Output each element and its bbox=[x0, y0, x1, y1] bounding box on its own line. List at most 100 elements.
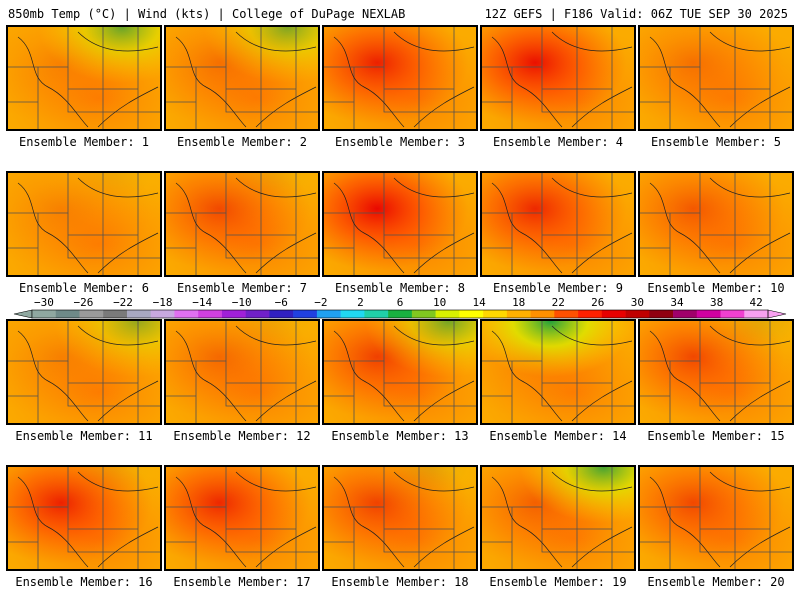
ensemble-map-panel bbox=[638, 465, 794, 571]
colorbar-swatch bbox=[720, 310, 745, 318]
colorbar-swatch bbox=[554, 310, 579, 318]
ensemble-member-label: Ensemble Member: 1 bbox=[18, 135, 150, 149]
colorbar-swatch bbox=[578, 310, 603, 318]
temperature-field-map bbox=[166, 467, 318, 569]
ensemble-member-label: Ensemble Member: 20 bbox=[647, 575, 785, 589]
ensemble-map-panel bbox=[480, 25, 636, 131]
ensemble-map-panel bbox=[6, 171, 162, 277]
colorbar-swatch bbox=[293, 310, 318, 318]
colorbar-swatch bbox=[103, 310, 128, 318]
ensemble-map-panel bbox=[322, 25, 478, 131]
colorbar-swatch bbox=[150, 310, 175, 318]
valid-time: 12Z GEFS | F186 Valid: 06Z TUE SEP 30 20… bbox=[484, 7, 788, 21]
ensemble-map-panel bbox=[6, 465, 162, 571]
ensemble-member-label: Ensemble Member: 16 bbox=[15, 575, 153, 589]
ensemble-member-label: Ensemble Member: 18 bbox=[331, 575, 469, 589]
ensemble-member-label: Ensemble Member: 14 bbox=[489, 429, 627, 443]
colorbar-tick-label: 10 bbox=[433, 296, 446, 309]
temperature-field-map bbox=[8, 321, 160, 423]
colorbar-tick-label: 42 bbox=[749, 296, 762, 309]
colorbar-swatch bbox=[459, 310, 484, 318]
colorbar-tick-label: −18 bbox=[153, 296, 173, 309]
colorbar-swatch bbox=[55, 310, 80, 318]
ensemble-map-panel bbox=[322, 319, 478, 425]
ensemble-map-panel bbox=[638, 25, 794, 131]
temperature-field-map bbox=[482, 321, 634, 423]
map-title: 850mb Temp (°C) | Wind (kts) | College o… bbox=[8, 7, 406, 21]
colorbar-swatch bbox=[696, 310, 721, 318]
colorbar-swatch bbox=[601, 310, 626, 318]
ensemble-map-panel bbox=[164, 171, 320, 277]
ensemble-map-panel bbox=[6, 319, 162, 425]
colorbar-tick-label: −14 bbox=[192, 296, 212, 309]
colorbar-swatch bbox=[269, 310, 294, 318]
colorbar-tick-label: 2 bbox=[357, 296, 364, 309]
ensemble-map-panel bbox=[164, 25, 320, 131]
ensemble-map-panel bbox=[164, 465, 320, 571]
ensemble-map-panel bbox=[480, 465, 636, 571]
colorbar-swatch bbox=[744, 310, 769, 318]
colorbar-tick-label: 18 bbox=[512, 296, 525, 309]
temperature-field-map bbox=[640, 321, 792, 423]
colorbar-tick-label: −30 bbox=[34, 296, 54, 309]
ensemble-map-panel bbox=[638, 171, 794, 277]
ensemble-member-label: Ensemble Member: 10 bbox=[647, 281, 785, 295]
ensemble-member-label: Ensemble Member: 11 bbox=[15, 429, 153, 443]
temperature-field-map bbox=[482, 467, 634, 569]
colorbar-tick-label: 26 bbox=[591, 296, 604, 309]
colorbar-swatch bbox=[435, 310, 460, 318]
temperature-field-map bbox=[482, 173, 634, 275]
ensemble-member-label: Ensemble Member: 19 bbox=[489, 575, 627, 589]
colorbar-swatch bbox=[483, 310, 508, 318]
ensemble-map-panel bbox=[638, 319, 794, 425]
ensemble-member-label: Ensemble Member: 8 bbox=[334, 281, 466, 295]
temperature-field-map bbox=[324, 467, 476, 569]
temperature-field-map bbox=[8, 467, 160, 569]
ensemble-map-panel bbox=[6, 25, 162, 131]
colorbar-swatch bbox=[316, 310, 341, 318]
colorbar-swatch bbox=[126, 310, 152, 318]
colorbar-tick-label: 30 bbox=[631, 296, 644, 309]
colorbar-swatch bbox=[649, 310, 674, 318]
ensemble-member-label: Ensemble Member: 17 bbox=[173, 575, 311, 589]
colorbar-min-arrow bbox=[13, 309, 33, 319]
temperature-field-map bbox=[640, 467, 792, 569]
temperature-field-map bbox=[324, 27, 476, 129]
colorbar-swatch bbox=[506, 310, 531, 318]
colorbar-tick-label: 14 bbox=[472, 296, 486, 309]
colorbar-swatch bbox=[364, 310, 389, 318]
colorbar-tick-label: −10 bbox=[232, 296, 252, 309]
colorbar-swatch bbox=[673, 310, 698, 318]
colorbar-swatch bbox=[245, 310, 270, 318]
colorbar-swatch bbox=[174, 310, 199, 318]
ensemble-map-panel bbox=[480, 319, 636, 425]
ensemble-map-panel bbox=[164, 319, 320, 425]
ensemble-member-label: Ensemble Member: 5 bbox=[650, 135, 782, 149]
colorbar-swatch bbox=[625, 310, 650, 318]
ensemble-map-panel bbox=[480, 171, 636, 277]
temperature-field-map bbox=[166, 27, 318, 129]
colorbar-tick-label: 22 bbox=[552, 296, 565, 309]
temperature-field-map bbox=[8, 173, 160, 275]
colorbar-tick-label: 6 bbox=[397, 296, 404, 309]
colorbar-swatch bbox=[198, 310, 223, 318]
temperature-field-map bbox=[166, 321, 318, 423]
colorbar-tick-label: −6 bbox=[275, 296, 288, 309]
temperature-field-map bbox=[640, 173, 792, 275]
ensemble-map-panel bbox=[322, 171, 478, 277]
temperature-field-map bbox=[166, 173, 318, 275]
temperature-field-map bbox=[482, 27, 634, 129]
ensemble-member-label: Ensemble Member: 9 bbox=[492, 281, 624, 295]
ensemble-map-panel bbox=[322, 465, 478, 571]
colorbar-tick-label: −26 bbox=[73, 296, 93, 309]
ensemble-member-label: Ensemble Member: 4 bbox=[492, 135, 624, 149]
ensemble-member-label: Ensemble Member: 6 bbox=[18, 281, 150, 295]
colorbar-tick-label: −22 bbox=[113, 296, 133, 309]
colorbar-tick-label: 34 bbox=[670, 296, 684, 309]
temperature-field-map bbox=[324, 321, 476, 423]
ensemble-member-label: Ensemble Member: 12 bbox=[173, 429, 311, 443]
colorbar-swatch bbox=[221, 310, 246, 318]
temperature-field-map bbox=[324, 173, 476, 275]
temperature-field-map bbox=[640, 27, 792, 129]
colorbar-swatch bbox=[79, 310, 104, 318]
